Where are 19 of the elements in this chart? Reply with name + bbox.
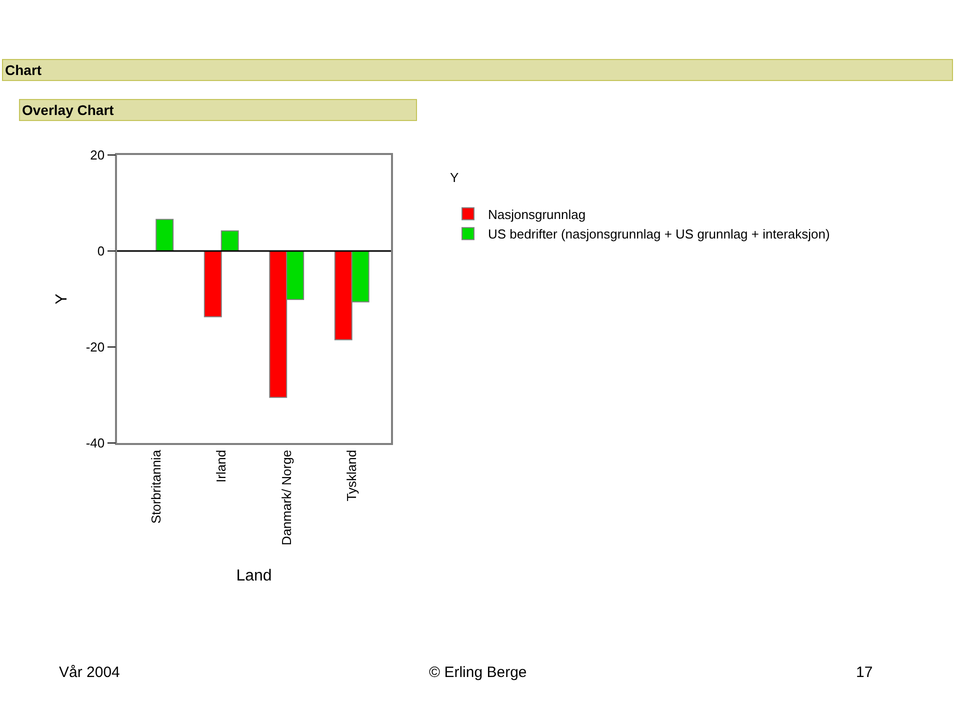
chart-subtitle: Overlay Chart — [22, 102, 114, 118]
x-tick-label: Irland — [214, 450, 229, 482]
legend-label: US bedrifter (nasjonsgrunnlag + US grunnlag + interaksjon) — [488, 226, 830, 242]
y-axis-title: Y — [53, 293, 70, 304]
x-tick-label: Storbritannia — [148, 449, 164, 524]
y-tick-label: 0 — [97, 244, 105, 259]
x-tick-label: Tyskland — [344, 450, 360, 502]
bar — [156, 218, 174, 252]
y-tick-label: -20 — [86, 340, 105, 355]
legend-label: Nasjonsgrunnlag — [488, 206, 586, 222]
text: Vår 2004 — [59, 664, 120, 681]
text: © Erling Berge — [429, 664, 527, 681]
legend-title: Y — [450, 170, 459, 185]
chart-title: Chart — [5, 62, 42, 78]
text: 17 — [856, 664, 873, 681]
x-axis-title: Land — [236, 568, 272, 585]
y-tick-label: -40 — [86, 436, 105, 451]
y-tick-label: 20 — [90, 148, 105, 163]
x-tick-label: Danmark/ Norge — [278, 450, 294, 546]
